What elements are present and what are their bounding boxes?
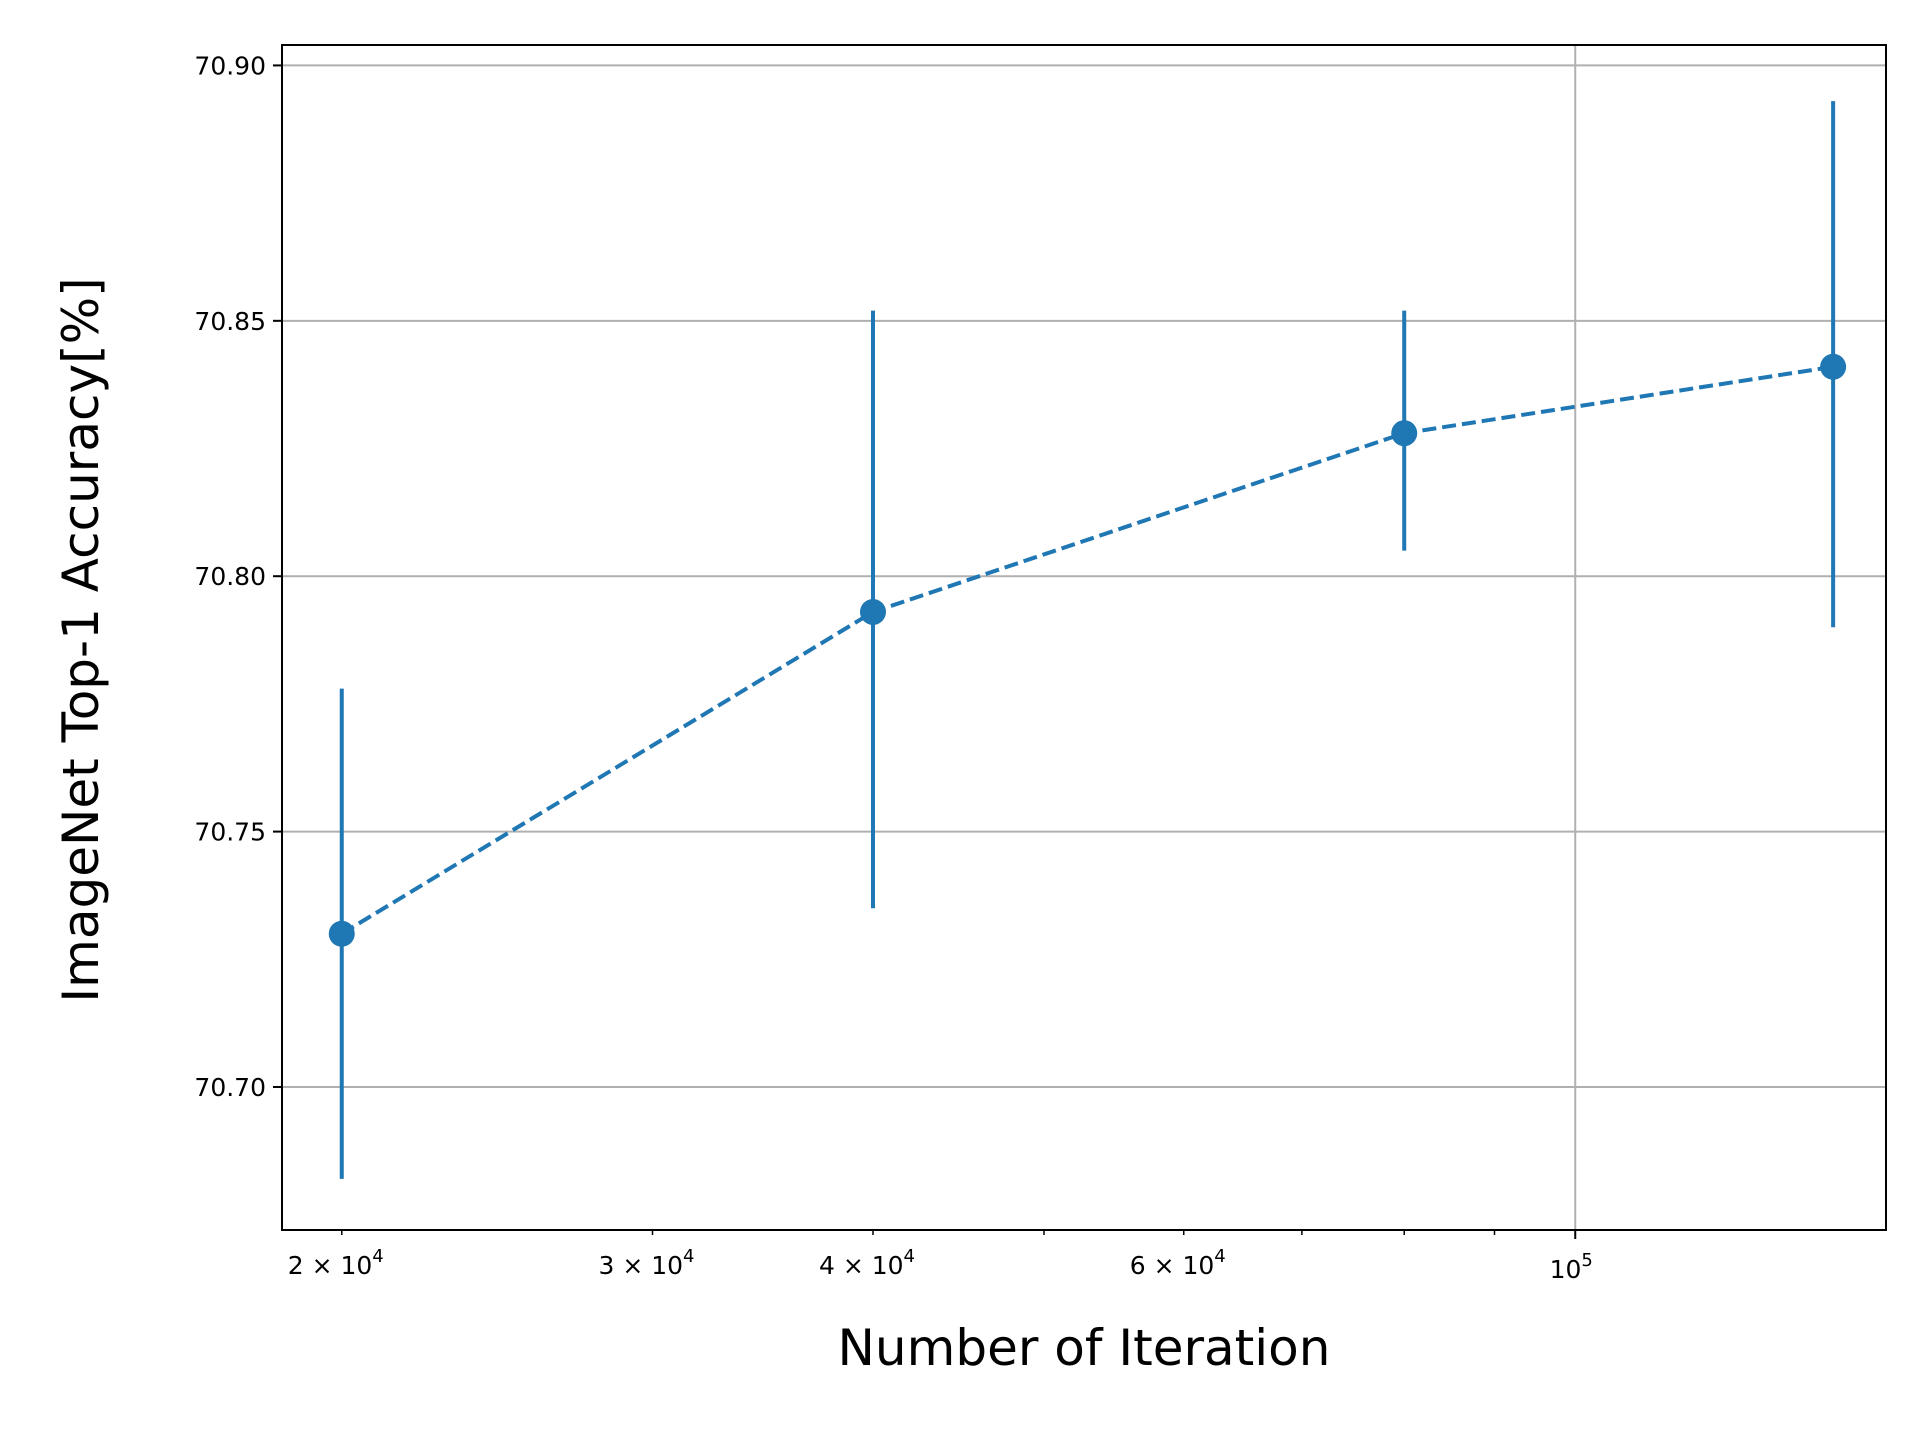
x-minor-tick-label: 3 × 104 xyxy=(598,1246,694,1280)
y-tick-label: 70.90 xyxy=(194,51,266,80)
data-point xyxy=(1820,353,1847,380)
y-tick-label: 70.70 xyxy=(194,1073,266,1102)
x-minor-tick-label: 2 × 104 xyxy=(288,1246,384,1280)
data-point xyxy=(859,598,886,625)
series xyxy=(328,101,1847,1179)
y-axis-label: ImageNet Top-1 Accuracy[%] xyxy=(52,277,110,1002)
y-tick-label: 70.75 xyxy=(194,818,266,847)
data-point xyxy=(328,920,355,947)
y-tick-label: 70.80 xyxy=(194,562,266,591)
plot-frame xyxy=(281,44,1887,1231)
data-point xyxy=(1391,420,1418,447)
series-line xyxy=(340,364,1834,936)
y-tick-label: 70.85 xyxy=(194,307,266,336)
x-axis-label: Number of Iteration xyxy=(838,1319,1331,1377)
x-minor-tick-label: 6 × 104 xyxy=(1130,1246,1226,1280)
grid xyxy=(282,45,1886,1230)
x-minor-tick-label: 4 × 104 xyxy=(819,1246,915,1280)
